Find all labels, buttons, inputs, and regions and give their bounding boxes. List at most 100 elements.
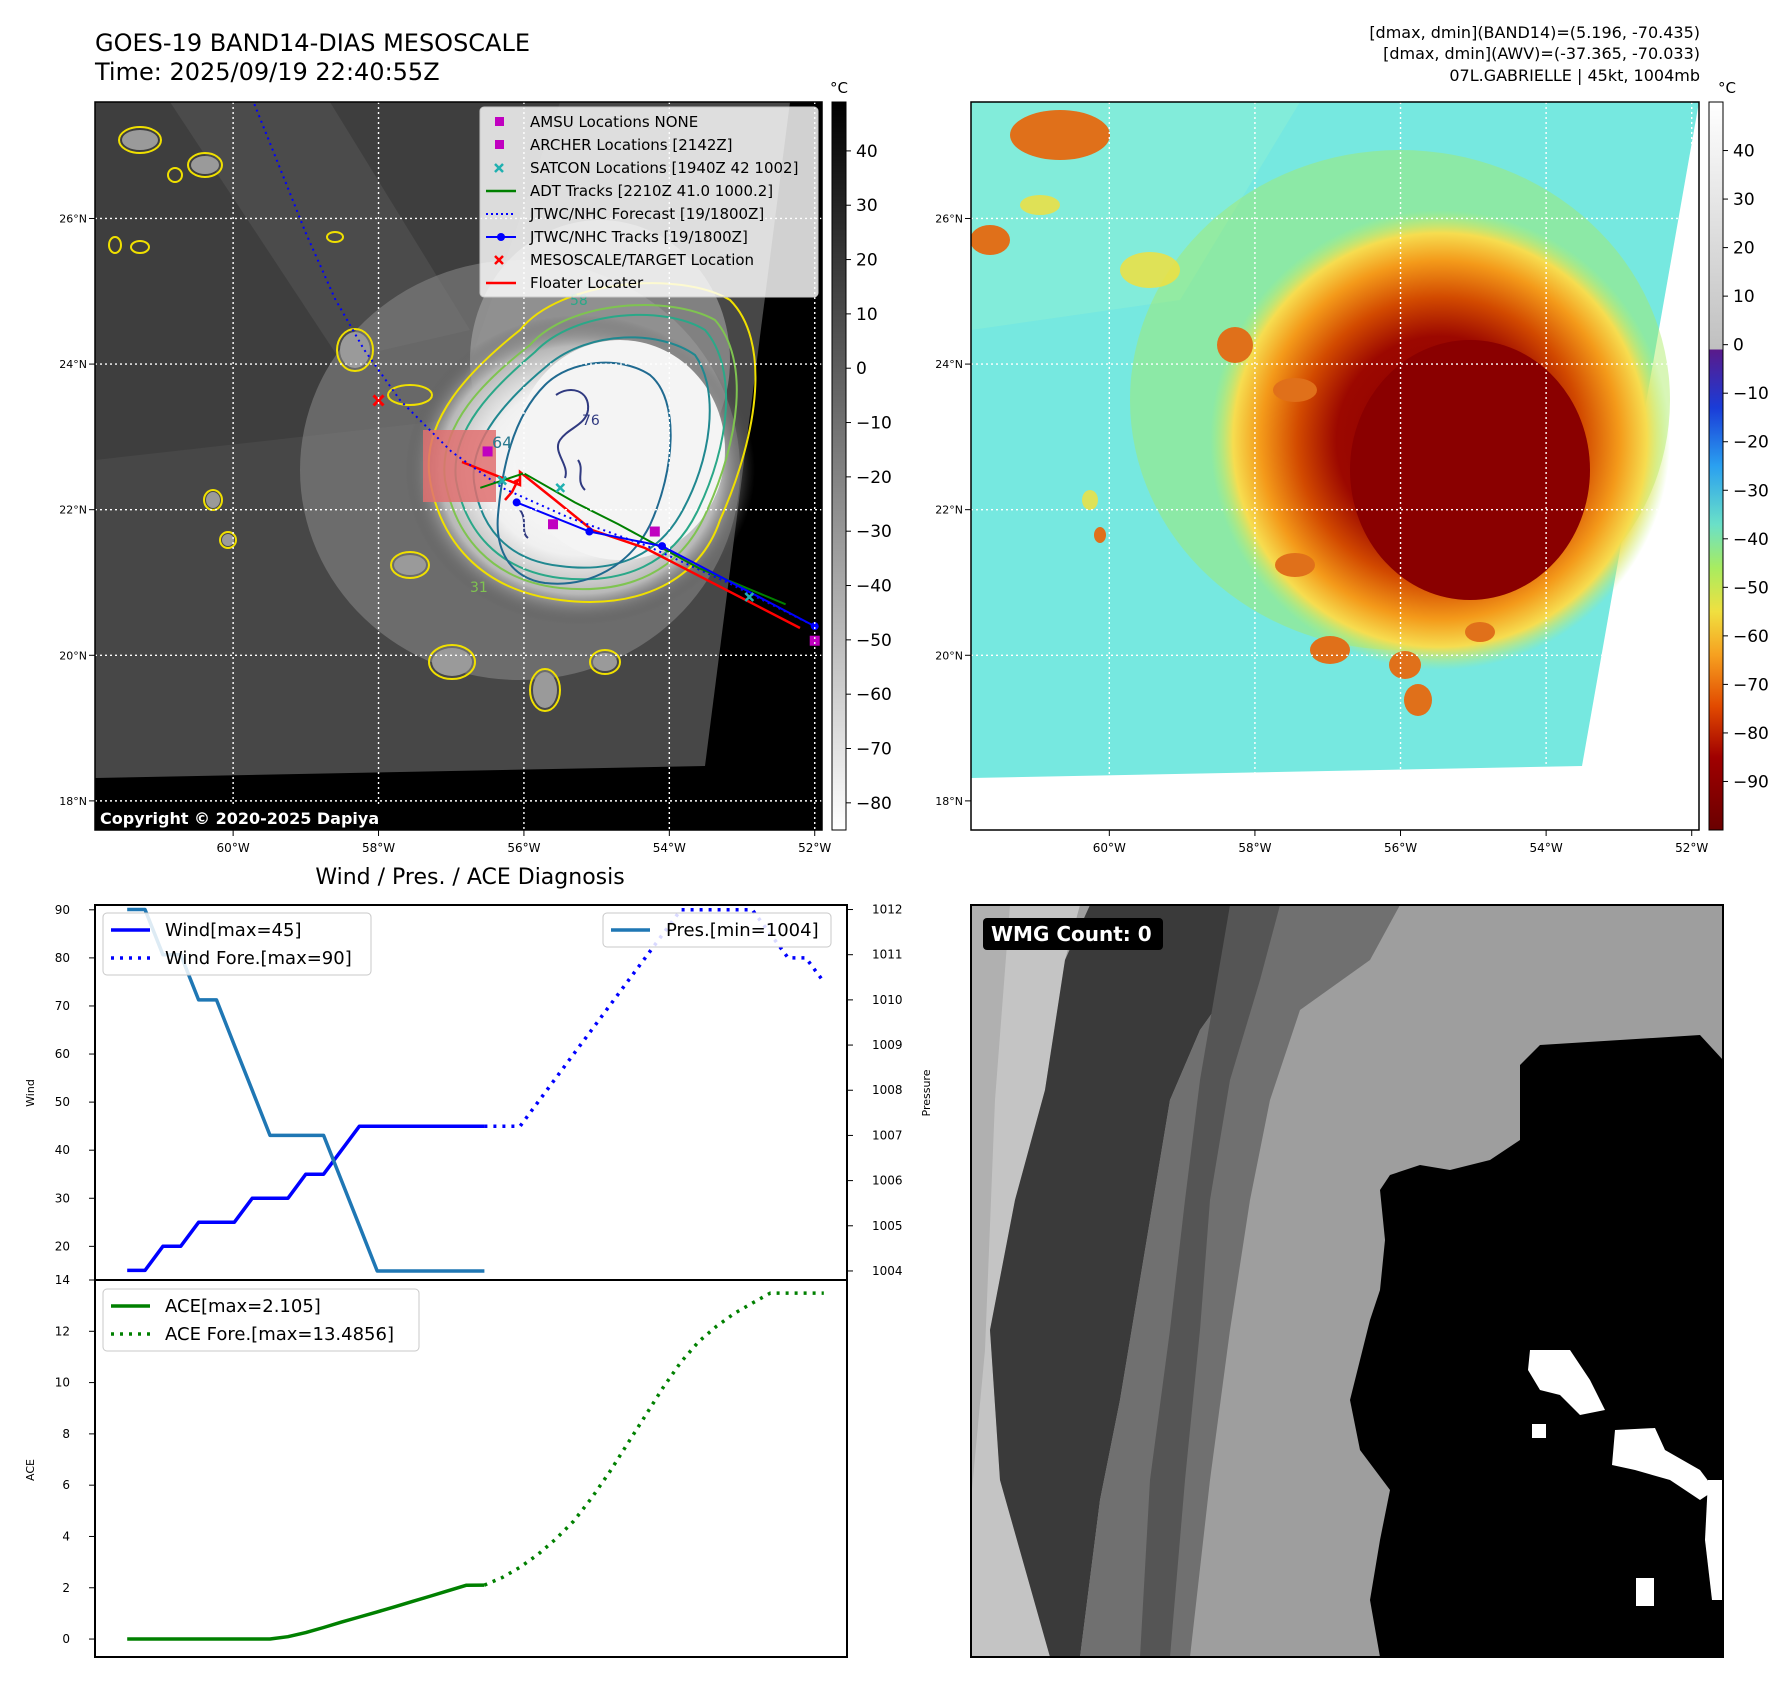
wv-lat-labels: 26°N 24°N 22°N 20°N 18°N xyxy=(935,212,971,808)
colorbar-tick-label: 10 xyxy=(1733,287,1755,307)
colorbar-tick-label: −60 xyxy=(1733,627,1769,647)
legend-marker-x xyxy=(494,255,504,265)
y-tick-label: 12 xyxy=(55,1324,70,1338)
ir-lat-labels: 26°N 24°N 22°N 20°N 18°N xyxy=(59,212,95,808)
colorbar-tick-label: 0 xyxy=(1733,336,1744,356)
legend-item: JTWC/NHC Forecast [19/1800Z] xyxy=(486,205,764,223)
lat-label: 26°N xyxy=(935,212,963,225)
legend-wind: Wind[max=45] xyxy=(165,920,302,941)
colorbar-tick-label: 40 xyxy=(1733,142,1755,162)
archer-point xyxy=(548,519,559,530)
colorbar-tick-label: −10 xyxy=(856,414,892,434)
ace-axis-label: ACE xyxy=(24,1459,37,1481)
y-tick-label: 8 xyxy=(62,1427,70,1441)
wv-colorbar-ticks: 40 30 20 10 0 −10 −20 −30 −40 −50 −60 −70 −80 −90 xyxy=(1723,142,1769,792)
series-line xyxy=(483,1291,824,1587)
ace-chart: 0 2 4 6 8 10 12 14 ACE ACE[max=2.105] ACE Fore.… xyxy=(24,1273,848,1658)
lat-label: 20°N xyxy=(935,649,963,662)
colorbar-tick-label: −40 xyxy=(856,577,892,597)
copyright-text: Copyright © 2020-2025 Dapiya xyxy=(100,809,379,828)
satcon-point xyxy=(497,475,508,486)
archer-point xyxy=(649,526,660,537)
best-track-point xyxy=(512,498,521,507)
legend-marker-square xyxy=(495,117,504,126)
lon-label: 54°W xyxy=(653,841,686,855)
y-tick-label: 30 xyxy=(55,1191,70,1205)
y-tick-label: 1006 xyxy=(872,1174,903,1188)
colorbar-tick-label: 40 xyxy=(856,142,878,162)
wmg-imagery xyxy=(971,905,1723,1657)
legend-marker-x xyxy=(494,163,504,173)
archer-point xyxy=(809,635,820,646)
y-tick-label: 1009 xyxy=(872,1038,903,1052)
lon-label: 60°W xyxy=(1093,841,1126,855)
contour-label-64: 64 xyxy=(492,433,512,452)
y-tick-label: 20 xyxy=(55,1239,70,1253)
lon-label: 52°W xyxy=(798,841,831,855)
target-marker xyxy=(372,394,385,407)
lon-label: 56°W xyxy=(507,841,540,855)
lat-label: 24°N xyxy=(59,358,87,371)
legend-item: Floater Locater xyxy=(486,274,644,292)
series-line xyxy=(127,1124,485,1273)
y-tick-label: 4 xyxy=(62,1529,70,1543)
y-tick-label: 80 xyxy=(55,951,70,965)
best-track-point xyxy=(585,527,594,536)
lon-label: 56°W xyxy=(1384,841,1417,855)
legend-pressure: Pres.[min=1004] xyxy=(666,920,819,941)
y-tick-label: 1004 xyxy=(872,1264,903,1278)
legend-label: JTWC/NHC Forecast [19/1800Z] xyxy=(529,205,764,223)
wind-axis-label: Wind xyxy=(24,1079,37,1107)
lat-label: 26°N xyxy=(59,212,87,225)
colorbar-tick-label: 30 xyxy=(1733,190,1755,210)
lat-label: 18°N xyxy=(59,795,87,808)
best-track-points xyxy=(512,498,819,631)
target-location xyxy=(372,394,385,407)
legend-wind-forecast: Wind Fore.[max=90] xyxy=(165,948,352,969)
lon-label: 58°W xyxy=(1238,841,1271,855)
y-tick-label: 0 xyxy=(62,1632,70,1646)
pressure-axis-label: Pressure xyxy=(920,1069,933,1116)
colorbar-tick-label: 20 xyxy=(856,251,878,271)
wind-y-ticks: 20 30 40 50 60 70 80 90 xyxy=(55,903,95,1253)
colorbar-tick-label: 10 xyxy=(856,305,878,325)
y-tick-label: 70 xyxy=(55,999,70,1013)
ace-series-lines xyxy=(127,1291,824,1641)
pressure-y-ticks: 1004 1005 1006 1007 1008 1009 1010 1011 1012 xyxy=(847,903,903,1278)
y-tick-label: 1008 xyxy=(872,1083,903,1097)
lon-label: 52°W xyxy=(1675,841,1708,855)
legend-label: MESOSCALE/TARGET Location xyxy=(530,251,754,269)
series-line xyxy=(127,1583,485,1641)
colorbar-tick-label: −70 xyxy=(856,740,892,760)
wv-colorbar-unit: °C xyxy=(1718,79,1736,97)
legend-label: ADT Tracks [2210Z 41.0 1000.2] xyxy=(530,182,773,200)
y-tick-label: 1005 xyxy=(872,1219,903,1233)
legend-label: SATCON Locations [1940Z 42 1002] xyxy=(530,159,798,177)
legend-item: ADT Tracks [2210Z 41.0 1000.2] xyxy=(486,182,773,200)
best-track-line xyxy=(516,501,816,628)
wv-lon-labels: 60°W 58°W 56°W 54°W 52°W xyxy=(1093,830,1708,855)
y-tick-label: 90 xyxy=(55,903,70,917)
ace-legend: ACE[max=2.105] ACE Fore.[max=13.4856] xyxy=(102,1288,420,1352)
legend-item: AMSU Locations NONE xyxy=(495,113,698,131)
satcon-points xyxy=(497,475,755,602)
legend-item: JTWC/NHC Tracks [19/1800Z] xyxy=(486,228,748,246)
stats-line1: [dmax, dmin](BAND14)=(5.196, -70.435) xyxy=(1369,23,1700,42)
ir-lon-labels: 60°W 58°W 56°W 54°W 52°W xyxy=(217,830,831,855)
lon-label: 58°W xyxy=(362,841,395,855)
adt-track-line xyxy=(479,472,786,606)
lat-label: 22°N xyxy=(59,504,87,517)
colorbar-tick-label: −50 xyxy=(856,631,892,651)
y-tick-label: 40 xyxy=(55,1143,70,1157)
y-tick-label: 60 xyxy=(55,1047,70,1061)
legend-label: AMSU Locations NONE xyxy=(530,113,698,131)
wmg-count-label: WMG Count: 0 xyxy=(991,922,1152,946)
y-tick-label: 1011 xyxy=(872,948,903,962)
colorbar-tick-label: 20 xyxy=(1733,239,1755,259)
diagnosis-title: Wind / Pres. / ACE Diagnosis xyxy=(315,865,624,890)
lon-label: 60°W xyxy=(217,841,250,855)
lat-label: 20°N xyxy=(59,649,87,662)
figure-title-line1: GOES-19 BAND14-DIAS MESOSCALE xyxy=(95,29,530,57)
